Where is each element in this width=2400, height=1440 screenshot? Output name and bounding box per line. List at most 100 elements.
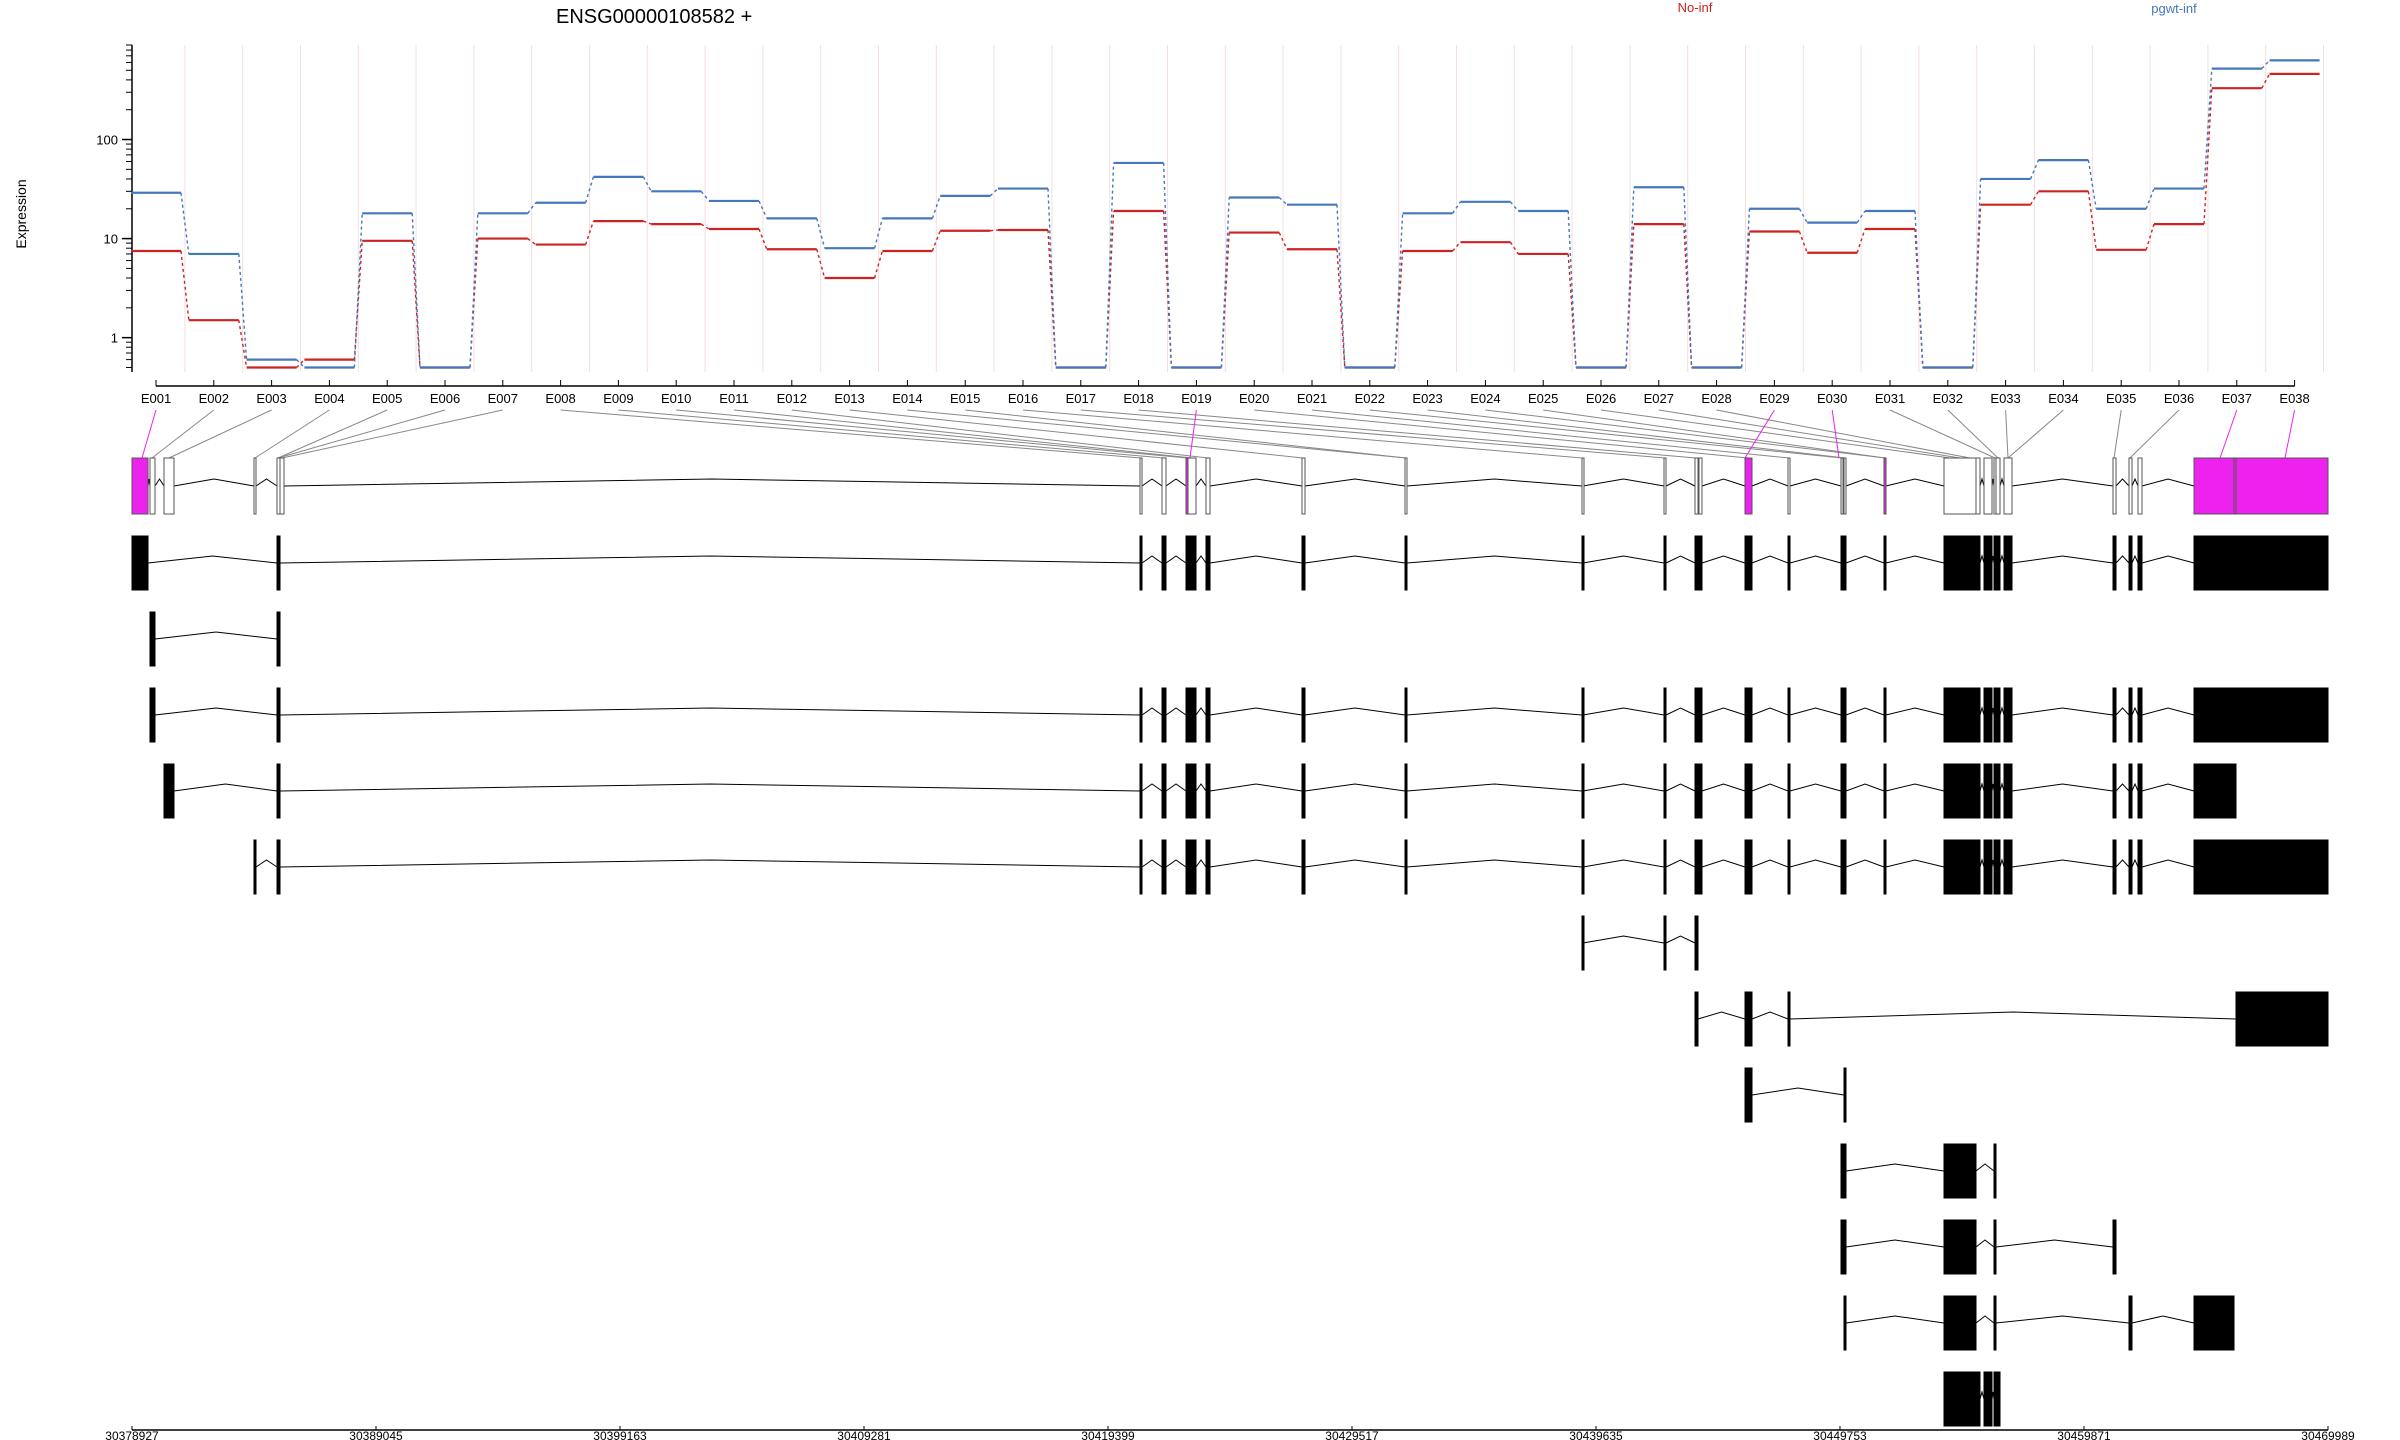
exon-block [2128, 1295, 2133, 1351]
exon-block [1983, 535, 1993, 591]
exon-block [1301, 839, 1306, 895]
exon-label: E025 [1528, 391, 1558, 406]
exon-block [2193, 763, 2235, 819]
y-axis: 1 10 100 [96, 44, 133, 372]
exon-block [1404, 763, 1408, 819]
series-connector [1798, 208, 1808, 223]
series-connector [2087, 159, 2097, 209]
transcript-track [149, 611, 281, 667]
exon-block [1581, 763, 1585, 819]
series-connector [1278, 196, 1288, 206]
exon-block [1943, 1295, 1977, 1351]
intron [1701, 478, 1746, 487]
exon-block [1744, 687, 1753, 743]
exon-block [1404, 535, 1408, 591]
intron [279, 783, 1141, 792]
exon-block [1840, 763, 1844, 819]
exon-label: E006 [430, 391, 460, 406]
exon-block [1975, 535, 1981, 591]
exon-connector [2005, 409, 2009, 459]
exon-block [1787, 991, 1791, 1047]
intron [1845, 1315, 1945, 1324]
exon-label: E029 [1759, 391, 1789, 406]
exon-block [1404, 839, 1408, 895]
exon-label: E023 [1412, 391, 1442, 406]
intron [2141, 707, 2195, 716]
intron [1979, 554, 1985, 564]
exon-block [2235, 991, 2329, 1047]
intron [1195, 707, 1207, 716]
exon-block [1694, 687, 1699, 743]
exon-connector [2113, 409, 2122, 459]
series-connector [1452, 241, 1461, 252]
series-connector [1567, 210, 1577, 368]
exon-block [149, 611, 156, 667]
exon-block [1301, 457, 1306, 515]
transcript-track [1694, 991, 2329, 1047]
intron [173, 478, 255, 487]
intron [1751, 707, 1789, 716]
series-connector [527, 238, 537, 246]
exon-block [1843, 1067, 1847, 1123]
intron [1304, 859, 1406, 868]
intron [1406, 555, 1583, 564]
exon-block [1694, 457, 1699, 515]
exon-block [1943, 1143, 1977, 1199]
intron [1789, 707, 1842, 716]
exon-block [1787, 687, 1791, 743]
exon-label: E018 [1123, 391, 1153, 406]
exon-block [1663, 763, 1667, 819]
series-connector [1162, 210, 1173, 368]
exon-block [1744, 457, 1753, 515]
intron [1789, 859, 1842, 868]
series-connector [296, 359, 305, 368]
exon-connector [1889, 409, 1996, 459]
genomic-tick-label: 30419399 [1081, 1429, 1135, 1440]
intron [279, 859, 1141, 868]
exon-connector [281, 409, 503, 459]
intron [255, 478, 278, 487]
exon-block [1187, 763, 1197, 819]
intron [2131, 706, 2139, 716]
exon-label: E001 [141, 391, 171, 406]
expression-series [131, 59, 2320, 369]
exon-block [279, 457, 285, 515]
exon-block [1843, 457, 1847, 515]
intron [1209, 859, 1303, 868]
exon-block [1205, 687, 1211, 743]
exon-block [1161, 839, 1167, 895]
intron [1845, 478, 1885, 487]
genomic-tick-label: 30439635 [1569, 1429, 1623, 1440]
exon-block [1694, 839, 1699, 895]
exon-label: E024 [1470, 391, 1500, 406]
exon-block [1995, 1371, 2001, 1427]
series-connector [643, 220, 652, 225]
chart-title: ENSG00000108582 + [556, 6, 752, 28]
intron [1195, 859, 1207, 868]
exon-block [1843, 1219, 1847, 1275]
exon-connector [1189, 409, 1197, 459]
exon-block [163, 457, 175, 515]
intron [1999, 706, 2005, 716]
series-connector [2203, 68, 2213, 189]
intron [1141, 555, 1163, 564]
series-connector [1856, 210, 1866, 223]
exon-label: E005 [372, 391, 402, 406]
exon-block [1301, 535, 1306, 591]
series-connector [353, 240, 363, 360]
exon-block [1581, 687, 1585, 743]
exon-block [1581, 915, 1585, 971]
intron [2141, 478, 2195, 487]
exon-block [2137, 687, 2143, 743]
genomic-tick-label: 30469989 [2301, 1429, 2355, 1440]
series-connector [469, 213, 479, 368]
vertical-gridlines [184, 45, 2324, 372]
series-connector [411, 213, 421, 368]
intron [1697, 1011, 1746, 1020]
series-connector [1856, 228, 1866, 253]
exon-block [1187, 687, 1197, 743]
exon-block [1139, 763, 1143, 819]
exon-block [2003, 457, 2013, 515]
exon-label: E038 [2279, 391, 2309, 406]
exon-block [1698, 839, 1703, 895]
